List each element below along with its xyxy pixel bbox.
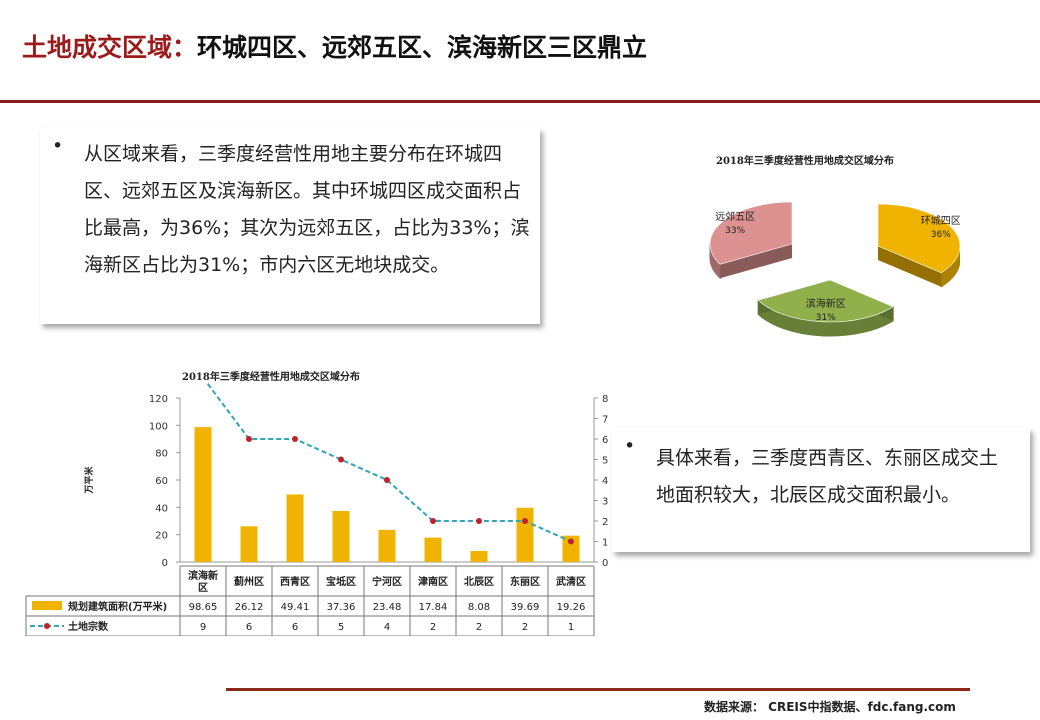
category-label: 西青区 — [280, 575, 310, 588]
y2-tick-label: 2 — [602, 517, 608, 528]
pie-chart: 环城四区 36% 滨海新区 31% 远郊五区 33% — [709, 201, 960, 337]
bar-value-label: 98.65 — [189, 602, 218, 613]
legend-label-line: 土地宗数 — [68, 620, 109, 633]
pie-slice-wall — [878, 246, 942, 287]
category-label: 蓟州区 — [233, 575, 264, 588]
category-label: 宝坻区 — [326, 575, 356, 588]
category-label: 津南区 — [418, 575, 448, 588]
bar — [516, 507, 534, 562]
pie-slice-value: 33% — [725, 226, 745, 236]
y2-tick-label: 4 — [602, 476, 608, 487]
bar — [562, 535, 580, 562]
pie-slice-value: 31% — [816, 313, 836, 323]
line-value-label: 1 — [568, 622, 574, 633]
title-highlight: 土地成交区域： — [22, 33, 198, 62]
legend-key-bar — [32, 601, 62, 610]
line-value-label: 2 — [430, 622, 436, 633]
pie-slice — [757, 279, 894, 323]
pie-slice-label: 远郊五区 — [715, 210, 755, 223]
y2-tick-label: 7 — [602, 415, 608, 426]
footer-divider — [226, 688, 970, 691]
y2-tick-label: 6 — [602, 435, 608, 446]
summary-textbox: • 从区域来看，三季度经营性用地主要分布在环城四区、远郊五区及滨海新区。其中环城… — [40, 128, 540, 324]
line-value-label: 6 — [246, 622, 252, 633]
line-value-label: 2 — [476, 622, 482, 633]
category-label: 武清区 — [556, 575, 586, 588]
bar-value-label: 37.36 — [327, 602, 356, 613]
bar — [378, 529, 396, 562]
pie-slice-wall — [720, 244, 792, 279]
category-label: 北辰区 — [464, 575, 494, 588]
summary-text: 从区域来看，三季度经营性用地主要分布在环城四区、远郊五区及滨海新区。其中环城四区… — [84, 143, 530, 276]
bar — [194, 427, 212, 562]
pie-slice-value: 36% — [931, 230, 951, 240]
bar — [470, 550, 488, 562]
bar-value-label: 17.84 — [419, 602, 448, 613]
bullet-icon: • — [624, 435, 636, 457]
y-tick-label: 100 — [149, 421, 168, 432]
y-tick-label: 80 — [155, 449, 168, 460]
category-label: 宁河区 — [372, 575, 402, 588]
bar — [332, 510, 350, 562]
category-label: 东丽区 — [510, 575, 540, 588]
line-point — [430, 518, 436, 524]
y-tick-label: 40 — [155, 503, 168, 514]
y2-tick-label: 3 — [602, 497, 608, 508]
bullet-icon: • — [52, 135, 64, 157]
bar — [240, 526, 258, 562]
line-value-label: 6 — [292, 622, 298, 633]
title-divider — [0, 100, 1040, 103]
title-main: 环城四区、远郊五区、滨海新区三区鼎立 — [197, 33, 648, 62]
legend-key-marker — [44, 623, 50, 629]
y2-tick-label: 8 — [602, 394, 608, 405]
line-point — [568, 538, 574, 545]
y2-tick-label: 1 — [602, 538, 608, 549]
bar-value-label: 8.08 — [468, 602, 490, 613]
line-point — [246, 436, 252, 442]
line-point — [522, 518, 528, 524]
line-series — [205, 382, 572, 543]
legend-label-bar: 规划建筑面积(万平米) — [68, 600, 167, 613]
bar-value-label: 19.26 — [557, 602, 586, 613]
line-value-label: 4 — [384, 622, 390, 633]
y2-tick-label: 5 — [602, 456, 608, 467]
y-tick-label: 20 — [155, 531, 168, 542]
category-label: 滨海新区 — [188, 569, 218, 594]
pie-chart-title: 2018年三季度经营性用地成交区域分布 — [716, 156, 894, 167]
bar-value-label: 26.12 — [235, 602, 264, 613]
bar-value-label: 23.48 — [373, 602, 402, 613]
pie-slice-label: 滨海新区 — [806, 297, 846, 310]
bar-value-label: 39.69 — [511, 602, 540, 613]
detail-textbox: • 具体来看，三季度西青区、东丽区成交土地面积较大，北辰区成交面积最小。 — [612, 428, 1030, 552]
detail-text: 具体来看，三季度西青区、东丽区成交土地面积较大，北辰区成交面积最小。 — [656, 447, 999, 506]
bar — [424, 537, 442, 562]
y-tick-label: 60 — [155, 476, 168, 487]
source-note: 数据来源： CREIS中指数据、fdc.fang.com — [704, 700, 956, 714]
line-value-label: 9 — [200, 622, 206, 633]
pie-slice — [709, 201, 793, 265]
line-value-label: 2 — [522, 622, 528, 633]
line-point — [476, 518, 482, 524]
bar — [286, 494, 304, 562]
y-tick-label: 0 — [162, 558, 168, 569]
line-point — [292, 436, 298, 442]
line-value-label: 5 — [338, 622, 344, 633]
page-title: 土地成交区域：环城四区、远郊五区、滨海新区三区鼎立 — [22, 28, 647, 64]
pie-slice — [877, 203, 960, 274]
pie-slice-label: 环城四区 — [921, 215, 960, 227]
line-point — [384, 477, 390, 483]
bar-chart-title: 2018年三季度经营性用地成交区域分布 — [182, 372, 360, 383]
y-tick-label: 120 — [149, 394, 168, 405]
y2-tick-label: 0 — [602, 558, 608, 569]
y-axis-label: 万平米 — [83, 466, 95, 495]
bar-value-label: 49.41 — [281, 602, 310, 613]
line-point — [338, 456, 344, 463]
